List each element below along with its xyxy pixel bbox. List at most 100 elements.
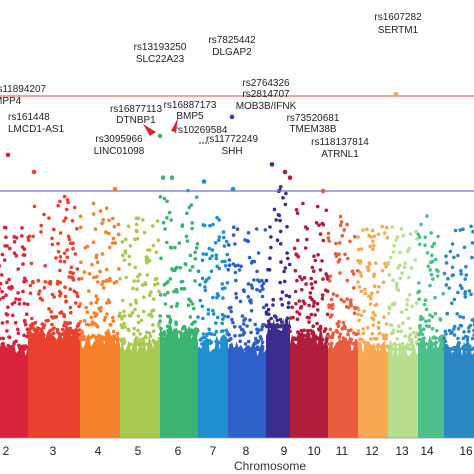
snp-point: [230, 317, 234, 322]
snp-point: [384, 336, 388, 341]
chromosome-7-points: [198, 334, 228, 438]
snp-point: [229, 343, 233, 348]
snp-point: [418, 342, 423, 347]
snp-point: [221, 317, 225, 321]
snp-point: [376, 232, 381, 237]
snp-point: [295, 317, 300, 322]
snp-point: [111, 329, 116, 334]
snp-point: [418, 317, 423, 322]
snp-point: [29, 261, 34, 266]
snp-point: [353, 234, 357, 239]
snp-point: [418, 323, 422, 328]
snp-point: [283, 323, 288, 328]
snp-point: [112, 337, 116, 342]
x-tick-label: 4: [95, 444, 102, 458]
snp-point: [426, 342, 430, 347]
snp-point: [286, 305, 291, 310]
snp-point: [223, 259, 227, 264]
snp-point: [120, 325, 124, 330]
snp-point: [69, 310, 73, 315]
snp-point: [376, 344, 381, 349]
snp-point: [335, 330, 339, 334]
snp-point: [120, 339, 124, 344]
snp-point: [52, 295, 56, 299]
snp-point: [91, 212, 96, 216]
snp-point: [361, 228, 365, 232]
snp-point: [135, 287, 139, 292]
snp-point: [299, 328, 304, 333]
snp-point: [278, 218, 282, 223]
snp-point: [157, 289, 161, 294]
snp-point: [132, 279, 136, 283]
snp-point: [304, 282, 308, 286]
snp-point: [140, 283, 145, 287]
snp-point: [428, 283, 432, 288]
snp-point: [394, 286, 399, 290]
snp-point: [166, 332, 171, 337]
snp-point: [288, 329, 292, 334]
snp-point: [47, 281, 51, 285]
snp-point: [203, 288, 208, 293]
snp-point: [128, 303, 133, 307]
snp-point: [46, 318, 50, 323]
snp-point: [436, 234, 440, 239]
snp-point: [465, 344, 470, 349]
snp-point: [417, 332, 421, 337]
snp-point: [91, 240, 96, 245]
snp-point: [158, 319, 162, 323]
snp-point: [123, 325, 127, 329]
snp-point: [227, 243, 231, 247]
snp-point: [229, 309, 233, 314]
snp-point: [67, 237, 72, 242]
snp-point: [51, 227, 56, 232]
snp-point: [284, 191, 288, 196]
snp-point: [470, 318, 474, 322]
snp-point: [162, 196, 167, 201]
snp-point: [433, 295, 437, 300]
snp-point: [374, 302, 379, 307]
snp-point: [395, 337, 400, 341]
snp-point: [366, 326, 370, 330]
snp-point: [63, 294, 68, 299]
snp-point: [301, 334, 305, 339]
snp-point: [17, 343, 21, 348]
snp-point: [423, 298, 428, 303]
snp-point: [49, 332, 53, 337]
chromosome-16-points: [444, 340, 474, 438]
snp-point: [238, 333, 242, 338]
snp-point: [380, 268, 385, 273]
snp-point: [11, 313, 15, 318]
snp-point: [107, 231, 111, 236]
snp-point: [350, 269, 355, 274]
snp-point: [75, 294, 80, 299]
snp-point: [78, 337, 83, 342]
snp-point: [376, 325, 381, 330]
snp-point: [50, 322, 54, 327]
snp-point: [453, 345, 457, 350]
snp-point: [215, 264, 219, 269]
gene-label: TMEM38B: [289, 124, 337, 135]
snp-point: [272, 207, 277, 212]
chromosome-2-points: [0, 342, 28, 438]
snp-point: [425, 251, 430, 255]
snp-point: [254, 227, 259, 231]
snp-point: [35, 332, 40, 337]
snp-point: [141, 309, 146, 314]
snp-point: [234, 278, 238, 283]
snp-point: [163, 302, 168, 306]
snp-point: [120, 240, 125, 244]
snp-point: [89, 315, 94, 320]
snp-point: [460, 346, 465, 351]
snp-point: [12, 342, 16, 346]
snp-point: [357, 285, 362, 289]
snp-point: [391, 250, 396, 254]
snp-point: [212, 332, 217, 337]
snp-point: [297, 299, 302, 303]
snp-point: [283, 202, 288, 207]
snp-point: [452, 333, 457, 337]
snp-point: [375, 290, 380, 294]
snp-point: [470, 241, 474, 245]
snp-point: [68, 326, 73, 331]
snp-point: [94, 300, 99, 305]
